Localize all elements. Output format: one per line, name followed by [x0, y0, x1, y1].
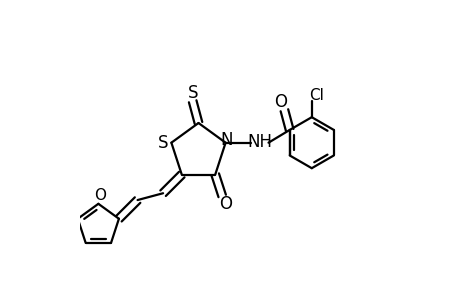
Text: NH: NH	[247, 133, 272, 151]
Text: S: S	[157, 134, 168, 152]
Text: N: N	[220, 131, 233, 149]
Text: O: O	[218, 195, 231, 213]
Text: S: S	[187, 84, 197, 102]
Text: O: O	[94, 188, 106, 203]
Text: Cl: Cl	[308, 88, 323, 103]
Text: O: O	[274, 93, 287, 111]
